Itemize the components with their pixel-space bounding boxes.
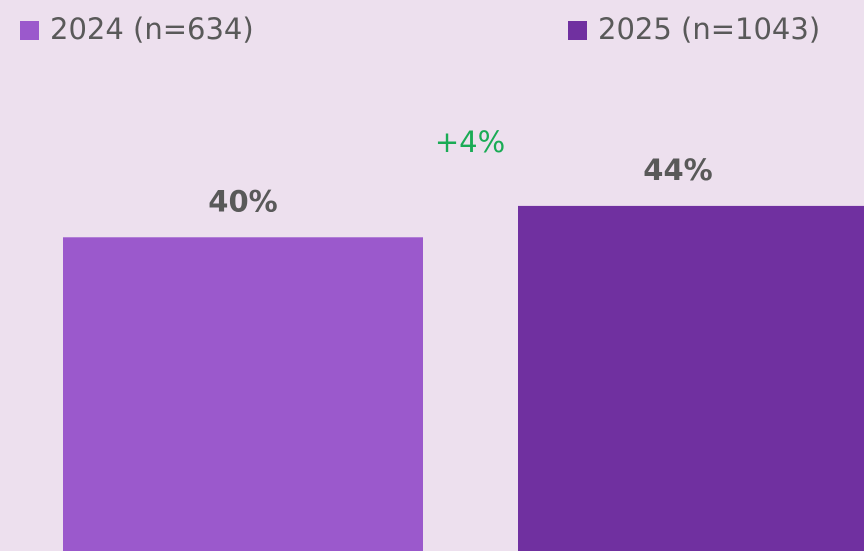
legend-label: 2024 (n=634) xyxy=(50,12,254,46)
value-label: 44% xyxy=(643,153,712,187)
value-label: 40% xyxy=(208,184,277,218)
bar xyxy=(63,237,423,551)
bar xyxy=(518,205,864,551)
annotation: +4% xyxy=(435,125,505,159)
legend-swatch xyxy=(568,21,587,40)
legend-swatch xyxy=(20,21,39,40)
legend-label: 2025 (n=1043) xyxy=(598,12,820,46)
